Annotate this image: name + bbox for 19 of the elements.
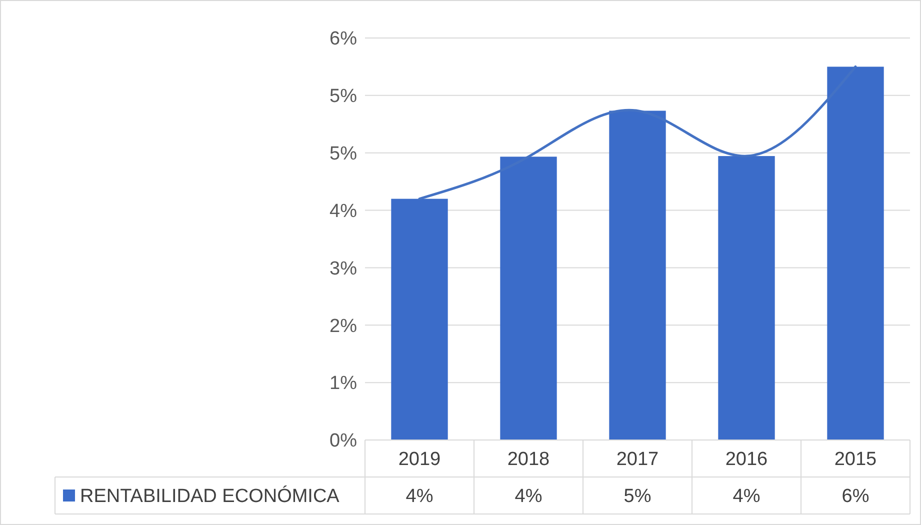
x-tick-label: 2016: [725, 449, 768, 470]
y-tick-label: 5%: [330, 144, 358, 165]
data-label: 6%: [842, 486, 870, 508]
data-label: 4%: [732, 486, 760, 508]
y-tick-label: 0%: [330, 430, 358, 452]
x-tick-label: 2017: [616, 449, 659, 470]
data-label: 5%: [624, 486, 652, 508]
legend-label: RENTABILIDAD ECONÓMICA: [80, 485, 340, 508]
data-label: 4%: [514, 486, 542, 508]
y-tick-label: 2%: [330, 316, 358, 337]
x-tick-label: 2015: [834, 449, 877, 470]
x-tick-label: 2019: [398, 449, 441, 470]
y-tick-label: 6%: [330, 28, 358, 50]
y-tick-label: 4%: [330, 200, 358, 222]
data-label: 4%: [406, 486, 434, 508]
x-tick-label: 2018: [507, 449, 550, 470]
y-tick-label: 3%: [330, 258, 358, 280]
y-tick-label: 1%: [330, 373, 358, 394]
y-tick-label: 5%: [330, 86, 358, 108]
